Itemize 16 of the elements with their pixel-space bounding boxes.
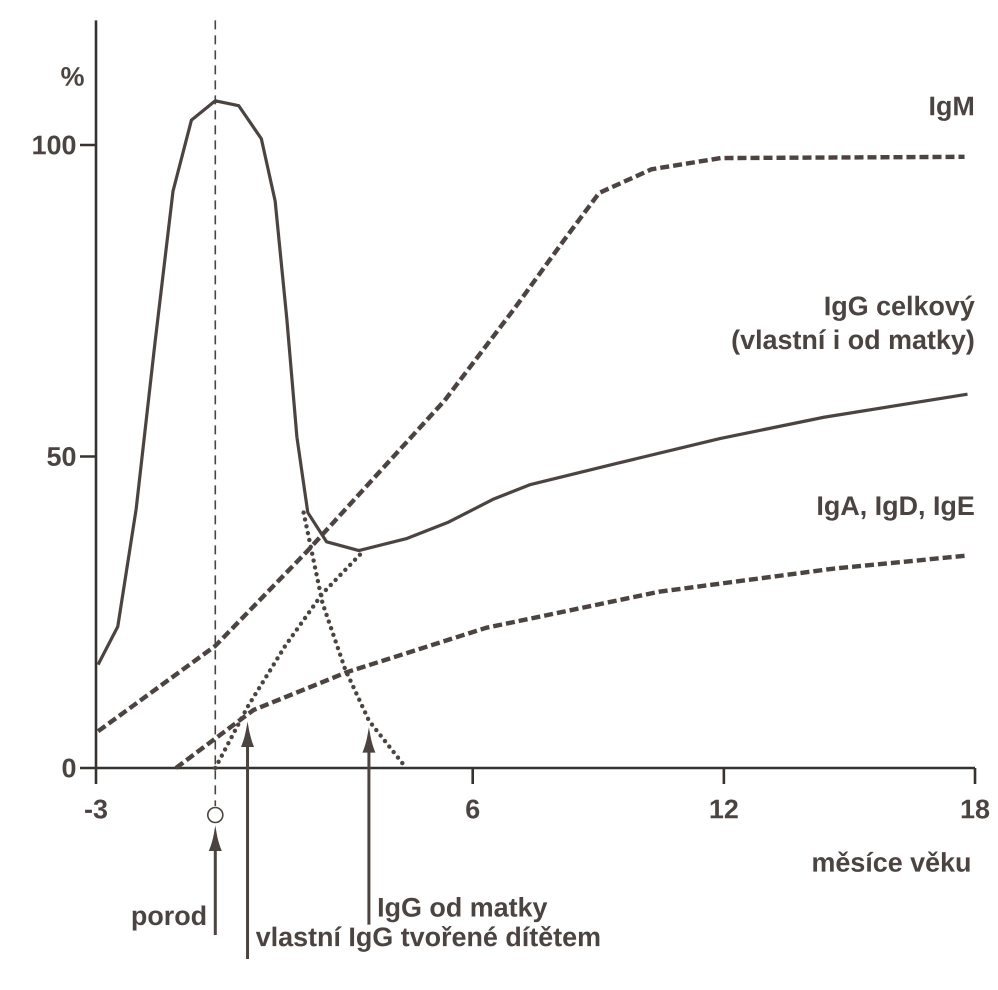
x-axis-title: měsíce věku — [813, 852, 970, 872]
text: vlastní IgG tvořené dítětem — [256, 926, 600, 952]
annotation: (vlastní i od matky) — [732, 329, 974, 355]
x-tick-label: 18 — [962, 800, 990, 819]
y-axis-title: % — [61, 66, 84, 86]
series-label: IgM — [930, 96, 974, 121]
y-tick-label: 0 — [62, 758, 76, 778]
text: porod — [132, 905, 206, 931]
y-tick-label: 50 — [47, 446, 76, 466]
x-tick-label: 6 — [466, 800, 480, 819]
x-tick-label: -3 — [85, 800, 107, 819]
series-label: IgA, IgD, IgE — [818, 496, 974, 521]
y-tick-label: 100 — [33, 135, 76, 155]
text: IgG od matky — [378, 897, 548, 922]
text: IgG celkový — [826, 295, 975, 321]
x-tick-label: 12 — [710, 800, 738, 818]
